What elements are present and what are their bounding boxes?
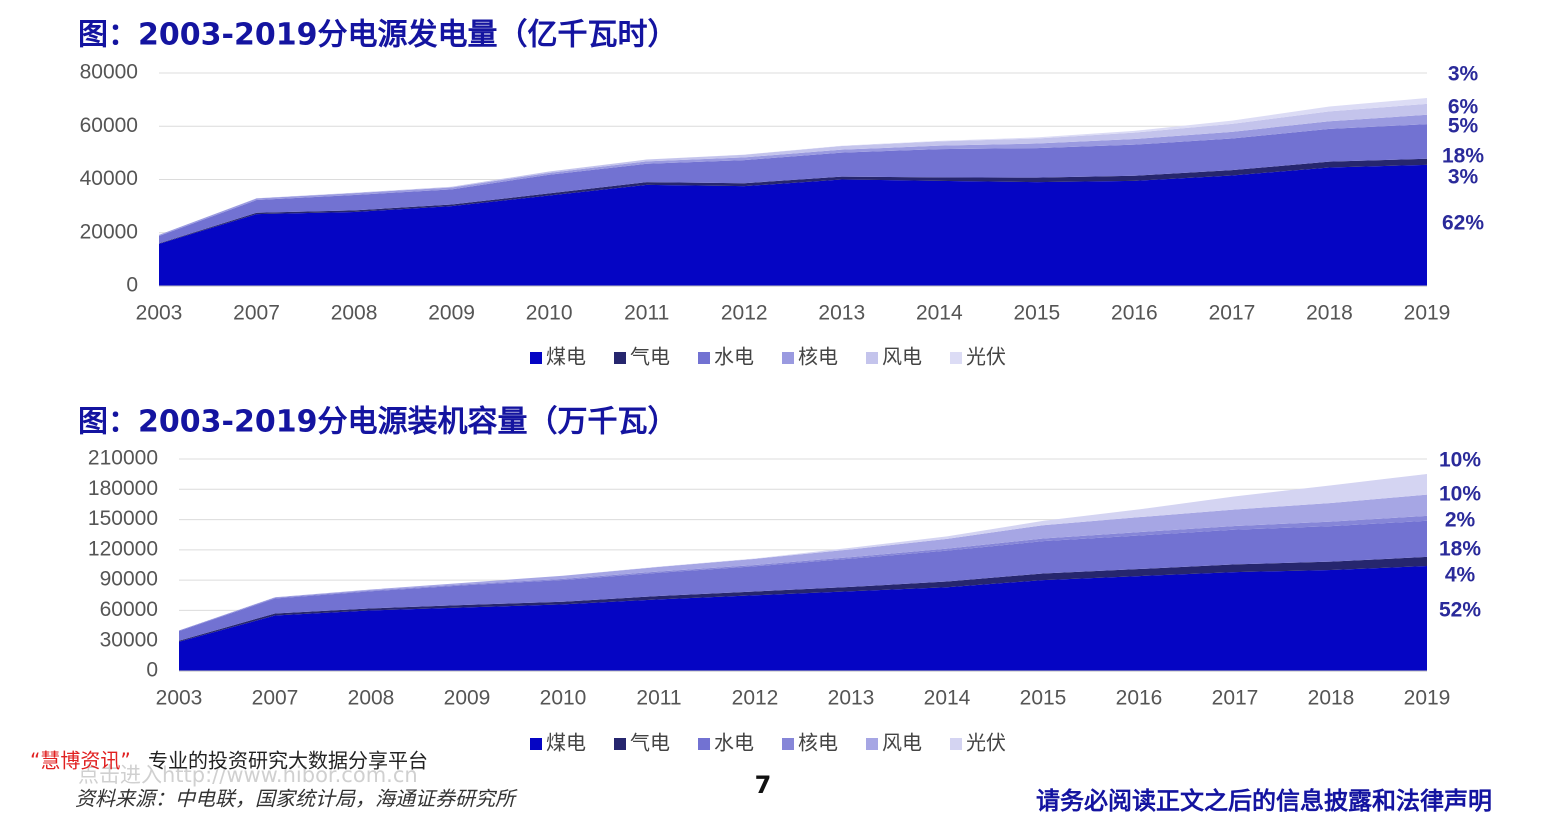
y-tick-label: 80000 (80, 61, 138, 84)
watermark: 点击进入http://www.hibor.com.cn (78, 763, 418, 787)
x-tick-label: 2014 (924, 687, 971, 710)
x-tick-label: 2010 (540, 687, 587, 710)
legend-label: 光伏 (966, 731, 1006, 755)
page-number: 7 (755, 771, 772, 799)
legend-swatch (866, 738, 878, 750)
legend-label: 风电 (882, 731, 922, 755)
chart-title: 图：2003-2019分电源发电量（亿千瓦时） (78, 18, 677, 53)
share-label: 6% (1448, 96, 1479, 119)
share-label: 4% (1445, 564, 1476, 587)
legend-swatch (782, 738, 794, 750)
y-tick-label: 150000 (88, 507, 158, 530)
legend-swatch (530, 352, 542, 364)
legend-swatch (614, 352, 626, 364)
legend-swatch (614, 738, 626, 750)
legend-swatch (698, 352, 710, 364)
legend-label: 风电 (882, 345, 922, 369)
x-tick-label: 2009 (444, 687, 491, 710)
legend-label: 煤电 (546, 345, 586, 369)
source: 资料来源：中电联，国家统计局，海通证券研究所 (75, 787, 518, 811)
x-tick-label: 2015 (1013, 302, 1060, 325)
x-tick-label: 2003 (156, 687, 203, 710)
x-tick-label: 2015 (1020, 687, 1067, 710)
y-tick-label: 60000 (80, 114, 138, 137)
x-tick-label: 2017 (1212, 687, 1259, 710)
x-tick-label: 2012 (732, 687, 779, 710)
x-tick-label: 2019 (1404, 687, 1451, 710)
y-tick-label: 60000 (100, 598, 158, 621)
legend-swatch (782, 352, 794, 364)
area (159, 124, 1427, 244)
area (159, 164, 1427, 286)
share-label: 10% (1439, 449, 1481, 472)
legend-label: 气电 (630, 731, 670, 755)
chart-title: 图：2003-2019分电源装机容量（万千瓦） (78, 405, 677, 440)
legend-swatch (866, 352, 878, 364)
x-tick-label: 2013 (828, 687, 875, 710)
x-tick-label: 2012 (721, 302, 768, 325)
share-label: 3% (1448, 63, 1479, 86)
area (159, 158, 1427, 244)
legend-label: 水电 (714, 731, 754, 755)
y-tick-label: 40000 (80, 167, 138, 190)
slogan: 专业的投资研究大数据分享平台 (148, 749, 428, 773)
x-tick-label: 2008 (348, 687, 395, 710)
brand: “慧博资讯” (30, 749, 131, 773)
area (179, 520, 1427, 641)
x-tick-label: 2016 (1111, 302, 1158, 325)
area (159, 103, 1427, 235)
x-tick-label: 2016 (1116, 687, 1163, 710)
share-label: 5% (1448, 115, 1479, 138)
area (179, 556, 1427, 642)
y-tick-label: 30000 (100, 628, 158, 651)
share-label: 10% (1439, 483, 1481, 506)
x-tick-label: 2007 (252, 687, 299, 710)
share-label: 2% (1445, 509, 1476, 532)
share-label: 18% (1442, 145, 1484, 168)
y-tick-label: 0 (126, 274, 138, 297)
x-tick-label: 2017 (1209, 302, 1256, 325)
legend-swatch (950, 352, 962, 364)
y-tick-label: 0 (146, 659, 158, 682)
share-label: 52% (1439, 599, 1481, 622)
x-tick-label: 2011 (624, 302, 669, 325)
x-tick-label: 2018 (1306, 302, 1353, 325)
x-tick-label: 2003 (136, 302, 183, 325)
area (159, 114, 1427, 236)
share-label: 3% (1448, 166, 1479, 189)
legend-label: 气电 (630, 345, 670, 369)
y-tick-label: 120000 (88, 537, 158, 560)
x-tick-label: 2007 (233, 302, 280, 325)
y-tick-label: 210000 (88, 447, 158, 470)
area (179, 494, 1427, 631)
legend-label: 水电 (714, 345, 754, 369)
y-tick-label: 90000 (100, 568, 158, 591)
legend-swatch (698, 738, 710, 750)
legend-label: 核电 (798, 731, 838, 755)
area (159, 98, 1427, 235)
legend-swatch (950, 738, 962, 750)
x-tick-label: 2019 (1404, 302, 1451, 325)
x-tick-label: 2013 (818, 302, 865, 325)
share-label: 18% (1439, 538, 1481, 561)
legend-label: 光伏 (966, 345, 1006, 369)
legend-swatch (530, 738, 542, 750)
x-tick-label: 2011 (636, 687, 681, 710)
legend-label: 核电 (798, 345, 838, 369)
x-tick-label: 2018 (1308, 687, 1355, 710)
y-tick-label: 20000 (80, 220, 138, 243)
area (179, 566, 1427, 671)
x-tick-label: 2009 (428, 302, 475, 325)
legend-label: 煤电 (546, 731, 586, 755)
area (179, 473, 1427, 631)
y-tick-label: 180000 (88, 477, 158, 500)
x-tick-label: 2014 (916, 302, 963, 325)
x-tick-label: 2008 (331, 302, 378, 325)
disclaimer: 请务必阅读正文之后的信息披露和法律声明 (1036, 787, 1492, 815)
share-label: 62% (1442, 212, 1484, 235)
x-tick-label: 2010 (526, 302, 573, 325)
